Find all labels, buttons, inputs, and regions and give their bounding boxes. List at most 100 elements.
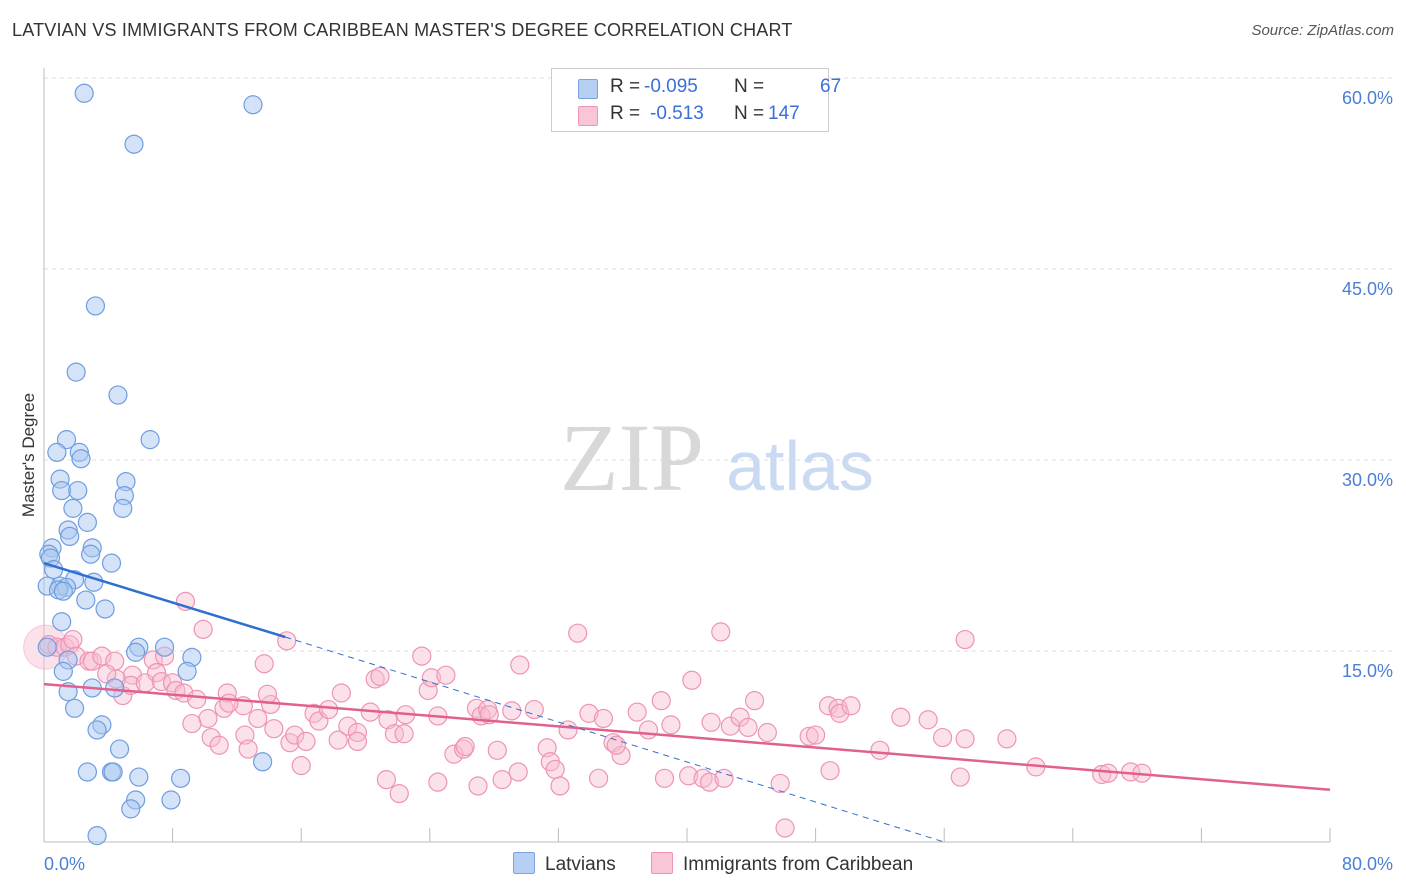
caribbean-point <box>412 646 432 666</box>
latvian-point <box>87 720 107 740</box>
bottom-legend-label-latvians: Latvians <box>545 854 616 875</box>
watermark-atlas: atlas <box>726 427 874 505</box>
caribbean-point <box>378 710 398 730</box>
latvian-point <box>56 430 77 450</box>
caribbean-point <box>328 730 348 750</box>
latvian-point <box>140 430 160 450</box>
caribbean-point <box>92 646 112 666</box>
latvian-point <box>87 826 107 846</box>
latvian-point <box>154 637 175 657</box>
caribbean-point <box>932 727 953 748</box>
latvian-trend-line <box>43 561 286 639</box>
caribbean-point <box>444 744 464 764</box>
caribbean-point <box>193 619 213 639</box>
caribbean-point <box>682 670 702 690</box>
caribbean-point <box>285 725 305 745</box>
caribbean-point <box>510 655 530 675</box>
caribbean-point <box>558 720 578 740</box>
caribbean-point <box>248 708 268 729</box>
caribbean-point <box>143 650 163 670</box>
y-tick-label: 45.0% <box>1342 279 1393 299</box>
latvian-point <box>63 498 83 518</box>
caribbean-point <box>219 693 239 713</box>
caribbean-point <box>436 665 456 685</box>
caribbean-point <box>830 703 850 723</box>
caribbean-point <box>711 622 731 642</box>
legend-r-value: -0.095 <box>644 76 698 97</box>
bottom-legend-swatch-pink <box>651 852 673 874</box>
latvian-point <box>53 581 73 601</box>
caribbean-point <box>679 766 699 786</box>
caribbean-point <box>738 717 758 738</box>
caribbean-point <box>757 722 777 743</box>
caribbean-point <box>701 712 721 732</box>
caribbean-point <box>487 740 507 760</box>
caribbean-point <box>627 702 647 722</box>
latvian-point <box>71 449 91 469</box>
y-tick-label: 15.0% <box>1342 661 1393 681</box>
caribbean-point <box>950 767 970 787</box>
chart-title: LATVIAN VS IMMIGRANTS FROM CARIBBEAN MAS… <box>12 20 793 40</box>
gridlines <box>44 77 1392 652</box>
caribbean-point <box>870 740 890 760</box>
caribbean-point <box>217 683 237 703</box>
caribbean-point <box>264 719 284 739</box>
caribbean-point <box>384 724 405 744</box>
caribbean-point <box>318 699 339 720</box>
legend-swatch-pink <box>578 106 598 126</box>
caribbean-point <box>638 720 659 740</box>
latvian-point <box>53 661 73 681</box>
source-label: Source: ZipAtlas.com <box>1251 22 1394 39</box>
caribbean-point <box>257 684 278 704</box>
caribbean-point <box>198 708 218 729</box>
latvian-point <box>243 95 263 115</box>
caribbean-point <box>82 651 102 671</box>
latvian-point <box>113 498 133 518</box>
latvian-point <box>76 590 96 610</box>
latvian-point <box>52 612 72 632</box>
caribbean-point <box>421 668 442 688</box>
watermark: ZIP atlas <box>560 404 874 511</box>
correlation-legend: R = -0.095 N = 67 R = -0.513 N = 147 <box>551 68 841 132</box>
caribbean-point <box>699 772 720 792</box>
caribbean-point <box>918 710 938 730</box>
latvian-point <box>103 762 123 782</box>
caribbean-point <box>455 736 475 757</box>
latvian-trend-dashed <box>284 636 945 843</box>
latvian-point <box>68 480 88 501</box>
legend-n-label: N = <box>734 76 765 97</box>
caribbean-point <box>775 818 795 838</box>
x-tick-label: 80.0% <box>1342 854 1393 874</box>
caribbean-point <box>550 776 570 796</box>
latvian-point <box>177 661 197 681</box>
caribbean-point <box>209 735 229 755</box>
y-axis-label: Master's Degree <box>19 393 38 517</box>
latvian-point <box>95 599 115 619</box>
x-tick-label: 0.0% <box>44 854 85 874</box>
latvian-point <box>77 512 98 532</box>
bottom-legend-caribbean: Immigrants from Caribbean <box>651 852 913 876</box>
caribbean-point <box>492 770 512 790</box>
latvian-point <box>77 762 98 782</box>
y-tick-label: 60.0% <box>1342 88 1393 108</box>
latvian-point <box>60 526 80 547</box>
caribbean-points <box>23 591 1152 838</box>
y-tick-label: 30.0% <box>1342 470 1393 490</box>
legend-n-value: 67 <box>820 76 842 97</box>
caribbean-point <box>651 691 671 711</box>
caribbean-point <box>502 701 522 721</box>
caribbean-point <box>770 773 790 794</box>
latvian-point <box>109 739 130 759</box>
legend-n-label: N = <box>734 103 765 124</box>
legend-r-value: -0.513 <box>650 103 704 124</box>
latvian-points <box>37 83 273 846</box>
caribbean-point <box>296 731 316 752</box>
trend-lines <box>43 561 1331 843</box>
caribbean-point <box>291 755 311 776</box>
caribbean-point <box>611 745 631 766</box>
latvian-point <box>124 134 144 154</box>
latvian-point <box>66 362 86 382</box>
caribbean-point <box>593 708 614 729</box>
caribbean-point <box>568 623 588 643</box>
